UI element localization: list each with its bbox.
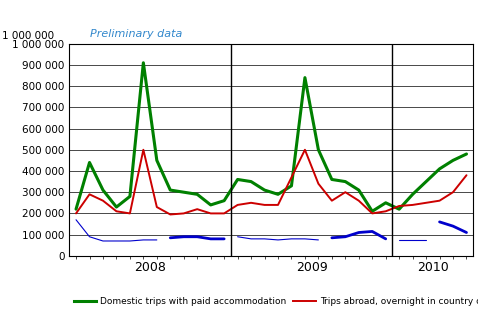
Text: 1 000 000: 1 000 000 xyxy=(2,31,54,41)
Text: Preliminary data: Preliminary data xyxy=(89,29,182,39)
